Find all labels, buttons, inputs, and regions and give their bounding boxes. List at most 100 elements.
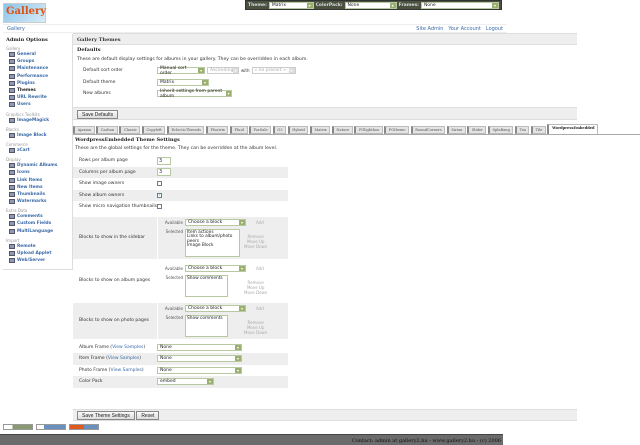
sidebar-item-zcart[interactable]: zCart: [6, 147, 69, 154]
available-block-select[interactable]: Choose a block ▾: [185, 264, 246, 272]
item-frame-samples-link[interactable]: View Samples: [107, 356, 140, 362]
available-block-select[interactable]: Choose a block ▾: [185, 218, 246, 226]
item-frame-select[interactable]: None ▾: [157, 355, 242, 363]
move-down-button[interactable]: Move Down: [244, 289, 268, 295]
remove-block-button[interactable]: Remove: [247, 319, 264, 325]
sidebar-item-label: Users: [17, 102, 31, 108]
new-albums-select[interactable]: Inherit settings from parent album ▾: [157, 89, 232, 99]
colorpack-select[interactable]: None ▾: [344, 1, 397, 9]
sidebar-item-remote[interactable]: Remote: [6, 243, 69, 250]
gallery-logo[interactable]: Gallery: [3, 3, 46, 23]
site-admin-link[interactable]: Site Admin: [416, 25, 444, 32]
album-frame-select[interactable]: None ▾: [157, 343, 242, 351]
move-down-button[interactable]: Move Down: [244, 243, 268, 249]
tab-hybrid[interactable]: Hybrid: [287, 126, 309, 134]
photo-frame-select[interactable]: None ▾: [157, 366, 242, 374]
sidebar-item-thumbnails[interactable]: Thumbnails: [6, 191, 69, 198]
show-micro-thumbnails-checkbox[interactable]: [157, 204, 162, 210]
sidebar-group-label: Gallery: [6, 46, 21, 51]
selected-blocks-list[interactable]: Item actions Links to album/photo peers Im…: [185, 228, 240, 257]
frames-select[interactable]: None ▾: [420, 1, 499, 9]
tab-matrix[interactable]: Matrix: [309, 126, 331, 134]
sidebar-item-upload-applet[interactable]: Upload Applet: [6, 250, 69, 257]
sidebar-item-link-items[interactable]: Link Items: [6, 176, 69, 183]
remove-block-button[interactable]: Remove: [247, 233, 264, 239]
move-up-button[interactable]: Move Up: [246, 284, 265, 290]
show-album-owners-checkbox[interactable]: ✓: [157, 192, 162, 198]
sidebar-item-new-items[interactable]: New Items: [6, 184, 69, 191]
selected-blocks-list[interactable]: Show comments: [185, 314, 228, 337]
tab-copyleft[interactable]: Copyleft: [141, 126, 166, 134]
logout-link[interactable]: Logout: [485, 25, 503, 32]
remove-block-button[interactable]: Remove: [247, 279, 264, 285]
gallery-badge-2[interactable]: [69, 424, 99, 430]
album-frame-samples-link[interactable]: View Samples: [112, 344, 144, 350]
sidebar-item-maintenance[interactable]: Maintenance: [6, 65, 69, 72]
sidebar-item-custom-fields[interactable]: Custom Fields: [6, 220, 69, 227]
blocks-label: Blocks to show on album pages: [79, 278, 151, 283]
save-theme-settings-button[interactable]: Save Theme Settings: [77, 411, 135, 420]
selected-block-item[interactable]: Show comments: [187, 275, 223, 281]
available-block-select[interactable]: Choose a block ▾: [185, 304, 246, 312]
tab-pgtheme[interactable]: PGtheme: [384, 126, 410, 134]
tab-pglightbox[interactable]: PGlightbox: [354, 126, 383, 134]
move-down-button[interactable]: Move Down: [244, 329, 268, 335]
tab-siriux[interactable]: Siriux: [446, 126, 466, 134]
save-defaults-button[interactable]: Save Defaults: [77, 110, 119, 119]
tab-eclecticthreads[interactable]: EclecticThreads: [166, 126, 205, 134]
selected-block-item[interactable]: Image Block: [187, 243, 214, 249]
tab-wordpressembedded[interactable]: WordpressEmbedded: [547, 124, 599, 134]
selected-block-item[interactable]: Links to album/photo peers: [187, 234, 233, 244]
show-image-owners-checkbox[interactable]: [157, 181, 162, 187]
sidebar-item-web-server[interactable]: Web/Server: [6, 257, 69, 264]
move-up-button[interactable]: Move Up: [246, 324, 265, 330]
tab-roundcorners[interactable]: RoundCorners: [410, 126, 446, 134]
rows-input[interactable]: 3: [157, 156, 171, 165]
tab-carbon[interactable]: Carbon: [96, 126, 118, 134]
colorpack-label: ColorPack:: [315, 2, 343, 8]
tab-nature[interactable]: Nature: [331, 126, 353, 134]
tab-ajaxian[interactable]: Ajaxian: [73, 126, 95, 134]
gallery-badge[interactable]: [36, 424, 66, 430]
columns-input[interactable]: 3: [157, 168, 171, 177]
tab-tile[interactable]: Tile: [530, 126, 546, 134]
sidebar-item-performance[interactable]: Performance: [6, 73, 69, 80]
tab-tsn[interactable]: Tsn: [514, 126, 530, 134]
sidebar-item-icons[interactable]: Icons: [6, 169, 69, 176]
tab-slider[interactable]: Slider: [467, 126, 487, 134]
sidebar-item-plugins[interactable]: Plugins: [6, 80, 69, 87]
reset-button[interactable]: Reset: [136, 411, 160, 420]
tab-floatrix[interactable]: Floatrix: [205, 126, 229, 134]
photo-frame-samples-link[interactable]: View Samples: [110, 367, 142, 373]
your-account-link[interactable]: Your Account: [448, 25, 481, 32]
tab-fluid[interactable]: Fluid: [229, 126, 248, 134]
sidebar-item-groups[interactable]: Groups: [6, 58, 69, 65]
sidebar-item-image-block[interactable]: Image Block: [6, 132, 69, 139]
w3c-badge[interactable]: [3, 424, 33, 430]
sidebar-item-multilanguage[interactable]: MultiLanguage: [6, 228, 69, 235]
sidebar-item-comments[interactable]: Comments: [6, 213, 69, 220]
selected-block-item[interactable]: Item actions: [187, 229, 214, 235]
breadcrumb-gallery[interactable]: Gallery: [7, 25, 25, 32]
tab-forsale[interactable]: ForSale: [249, 126, 272, 134]
sidebar-item-themes[interactable]: Themes: [6, 87, 69, 94]
add-block-button[interactable]: Add: [256, 265, 264, 271]
tab-classic[interactable]: Classic: [119, 126, 141, 134]
selected-blocks-list[interactable]: Show comments: [185, 274, 228, 297]
sidebar-item-imagemagick[interactable]: ImageMagick: [6, 117, 69, 124]
sidebar-item-watermarks[interactable]: Watermarks: [6, 198, 69, 205]
add-block-button[interactable]: Add: [256, 219, 264, 225]
tab-g3[interactable]: G3: [272, 126, 287, 134]
sidebar-item-url-rewrite[interactable]: URL Rewrite: [6, 94, 69, 101]
default-theme-select[interactable]: Matrix ▾: [157, 78, 209, 86]
add-block-button[interactable]: Add: [256, 305, 264, 311]
sidebar-item-users[interactable]: Users: [6, 101, 69, 108]
selected-block-item[interactable]: Show comments: [187, 315, 223, 321]
theme-select[interactable]: Matrix ▾: [268, 1, 314, 9]
sidebar-item-general[interactable]: General: [6, 51, 69, 58]
move-up-button[interactable]: Move Up: [246, 238, 265, 244]
sort-order-select[interactable]: Manual sort order ▾: [157, 66, 205, 76]
color-pack-select[interactable]: embed ▾: [157, 378, 214, 386]
sidebar-item-dynamic-albums[interactable]: Dynamic Albums: [6, 162, 69, 169]
tab-splabang[interactable]: SplaBang: [487, 126, 514, 134]
